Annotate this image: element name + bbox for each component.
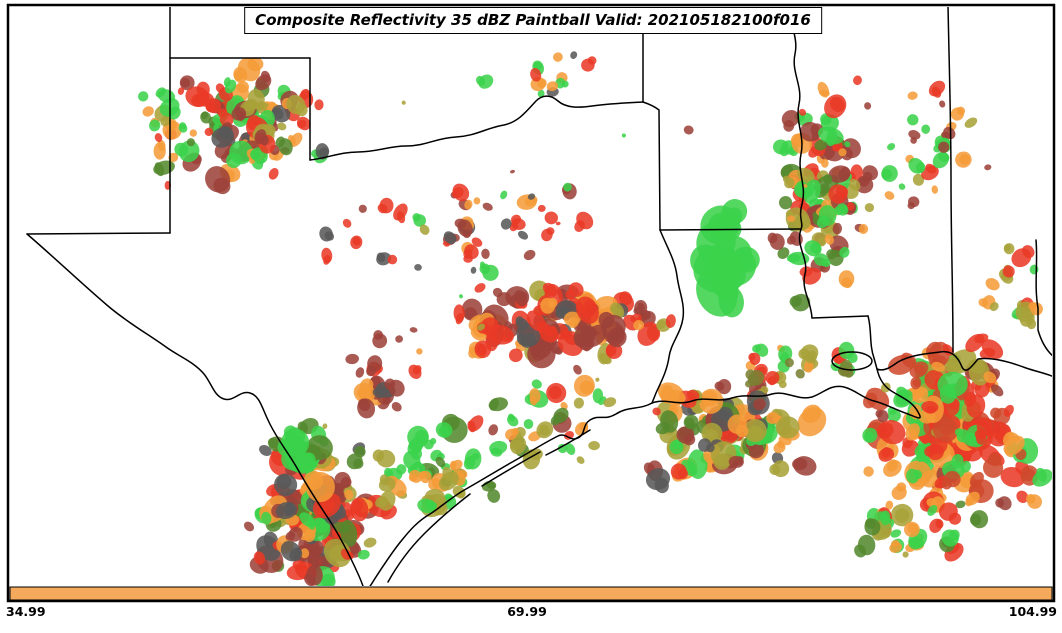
rio-grande-border: [26, 233, 364, 586]
arkansas-louisiana-border: [659, 228, 802, 231]
newmexico-texas-border: [26, 232, 171, 235]
x-tick-right: 104.99: [1008, 604, 1057, 619]
map-frame: [6, 3, 1056, 603]
mississippi-alabama-border: [947, 7, 954, 353]
gulf-coast-east: [651, 350, 1052, 419]
barrier-island-matagorda: [481, 451, 541, 487]
texas-arkansas-border: [642, 101, 661, 231]
map-title-box: Composite Reflectivity 35 dBZ Paintball …: [244, 7, 822, 34]
barrier-island-padre: [387, 493, 471, 583]
mississippi-river-border: [790, 7, 813, 319]
louisiana-mississippi-border: [811, 315, 869, 319]
right-edge-border: [1035, 239, 1052, 357]
texas-gulf-coast: [369, 402, 653, 586]
texas-louisiana-sabine-border: [651, 229, 685, 404]
paintball-layer: [138, 51, 1052, 586]
colorbar-strip: [9, 586, 1053, 601]
barrier-island-galveston: [545, 429, 591, 456]
lake-pontchartrain: [831, 351, 873, 371]
x-tick-left: 34.99: [6, 604, 46, 619]
red-river-border: [309, 95, 644, 161]
map-title-text: Composite Reflectivity 35 dBZ Paintball …: [255, 11, 811, 29]
state-borders-layer: [26, 7, 1052, 586]
map-background: [8, 5, 1054, 601]
pearl-river-border: [867, 315, 878, 370]
x-tick-center: 69.99: [507, 604, 547, 619]
